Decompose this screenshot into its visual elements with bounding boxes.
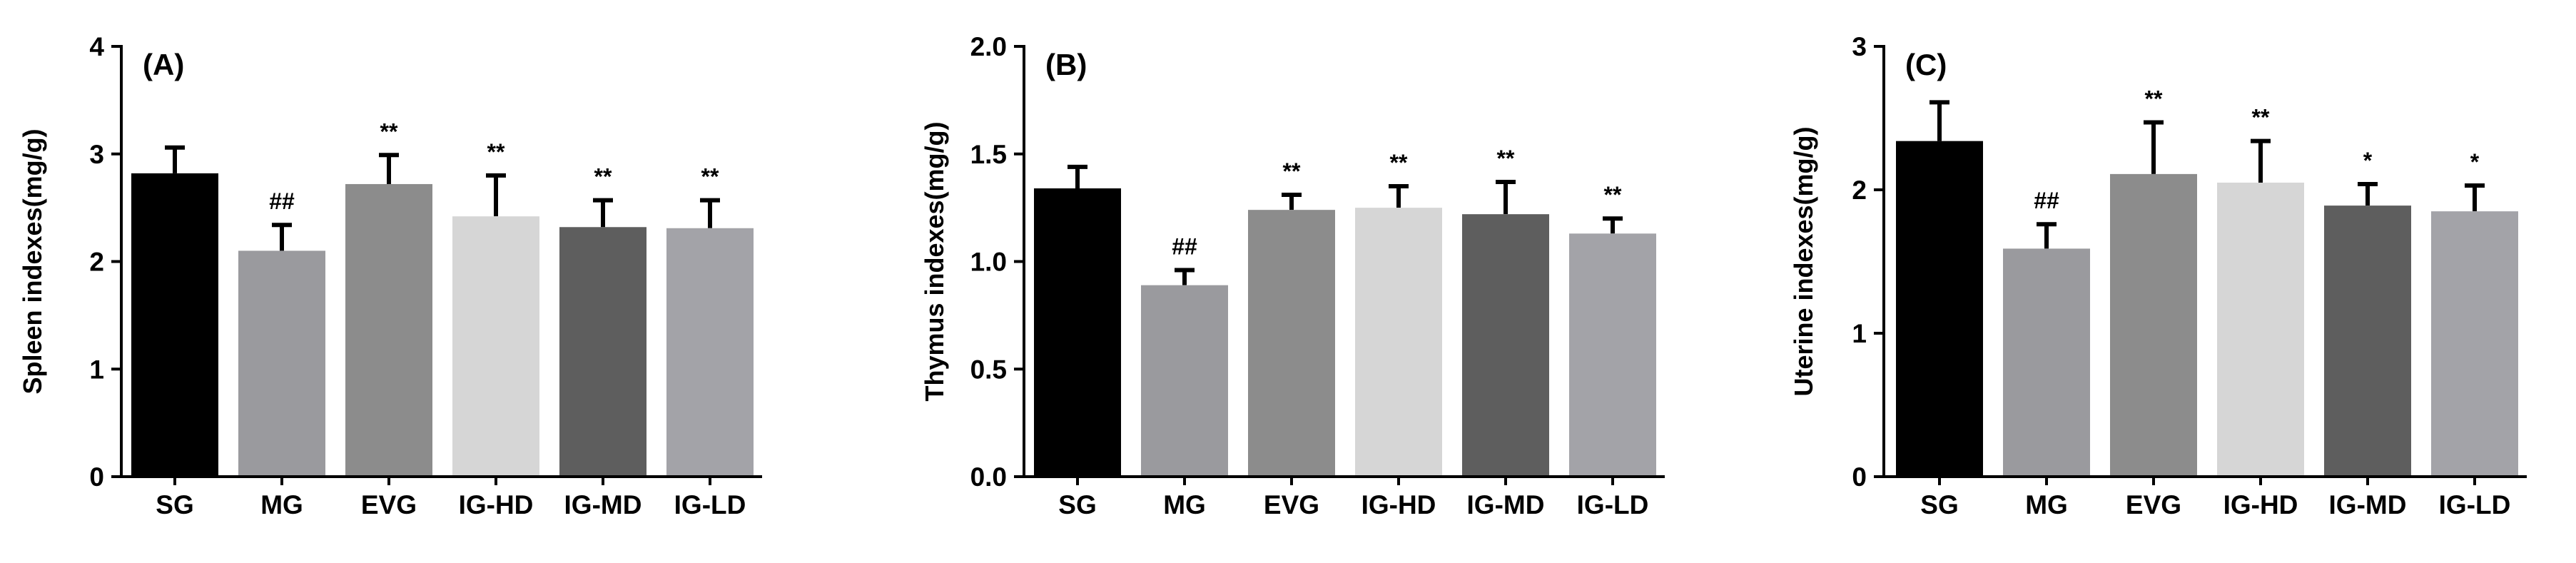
significance-label: ## (269, 188, 295, 214)
panel-label: (B) (1045, 48, 1087, 81)
panel-label: (C) (1905, 48, 1947, 81)
category-label: MG (2025, 490, 2068, 519)
y-axis-title: Uterine indexes(mg/g) (1789, 126, 1818, 396)
bar-ig-ld (666, 228, 754, 477)
y-tick-label: 1.0 (970, 248, 1007, 277)
significance-label: ** (1390, 150, 1408, 176)
significance-label: ** (2252, 105, 2270, 131)
y-tick-label: 0 (89, 462, 104, 492)
bar-evg (1248, 210, 1335, 477)
y-tick-label: 3 (1852, 32, 1867, 61)
significance-label: ** (701, 164, 719, 190)
category-label: SG (1058, 490, 1096, 519)
category-label: IG-MD (1467, 490, 1545, 519)
bar-ig-hd (2217, 182, 2304, 477)
category-label: IG-HD (2223, 490, 2298, 519)
category-label: IG-MD (564, 490, 642, 519)
category-label: IG-LD (2439, 490, 2511, 519)
significance-label: ## (2034, 188, 2059, 213)
category-label: IG-LD (1577, 490, 1649, 519)
significance-label: ** (380, 118, 398, 144)
bar-ig-md (559, 227, 646, 477)
significance-label: ** (2145, 86, 2163, 112)
significance-label: * (2363, 148, 2373, 173)
bar-ig-ld (1569, 233, 1656, 477)
category-label: SG (1920, 490, 1958, 519)
bar-ig-md (1462, 214, 1549, 477)
bar-ig-hd (452, 216, 539, 477)
bar-mg (1141, 285, 1228, 477)
significance-label: ** (1604, 182, 1622, 208)
category-label: EVG (1264, 490, 1319, 519)
category-label: SG (156, 490, 193, 519)
y-tick-label: 0.0 (970, 462, 1007, 492)
bar-sg (131, 173, 218, 477)
y-tick-label: 2 (89, 248, 104, 277)
bar-ig-ld (2431, 211, 2518, 477)
significance-label: ## (1172, 234, 1197, 260)
category-label: IG-MD (2329, 490, 2407, 519)
bar-evg (345, 183, 432, 477)
y-tick-label: 0.5 (970, 355, 1007, 384)
bar-mg (238, 250, 325, 477)
chart-panel-3: SG ## MG ** EVG ** IG-HD * IG-MD * IG-LD 0 1 2 3 Uterin… (1789, 32, 2527, 519)
bar-sg (1034, 188, 1121, 477)
y-tick-label: 1 (89, 355, 104, 384)
significance-label: * (2470, 149, 2480, 175)
category-label: EVG (2126, 490, 2181, 519)
panel-label: (A) (143, 48, 184, 81)
y-tick-label: 4 (89, 32, 104, 61)
category-label: IG-HD (1361, 490, 1436, 519)
y-axis-title: Thymus indexes(mg/g) (920, 121, 949, 401)
significance-label: ** (1497, 146, 1515, 171)
bar-mg (2003, 248, 2090, 477)
significance-label: ** (594, 164, 612, 190)
category-label: MG (1163, 490, 1206, 519)
chart-panel-1: SG ## MG ** EVG ** IG-HD ** IG-MD ** IG-LD 0 1 2 3 4 Spl… (18, 32, 762, 519)
bar-evg (2110, 173, 2197, 477)
y-tick-label: 1 (1852, 319, 1867, 348)
y-tick-label: 0 (1852, 462, 1867, 492)
y-axis-title: Spleen indexes(mg/g) (18, 128, 47, 394)
category-label: IG-LD (674, 490, 746, 519)
category-label: MG (260, 490, 303, 519)
category-label: EVG (361, 490, 417, 519)
y-tick-label: 2 (1852, 176, 1867, 205)
bar-ig-md (2324, 206, 2411, 477)
bar-sg (1896, 141, 1983, 477)
y-tick-label: 3 (89, 140, 104, 169)
y-tick-label: 2.0 (970, 32, 1007, 61)
chart-panel-2: SG ## MG ** EVG ** IG-HD ** IG-MD ** IG-LD 0.0 0.5 1.… (920, 32, 1665, 519)
y-tick-label: 1.5 (970, 140, 1007, 169)
category-label: IG-HD (459, 490, 534, 519)
significance-label: ** (1283, 158, 1301, 184)
bar-ig-hd (1355, 208, 1442, 477)
significance-label: ** (487, 139, 505, 165)
